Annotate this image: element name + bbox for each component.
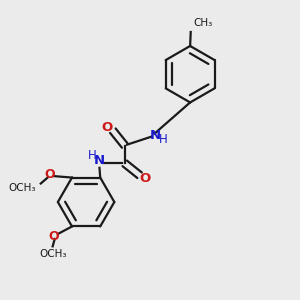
Text: H: H xyxy=(88,149,97,162)
Text: OCH₃: OCH₃ xyxy=(39,249,66,260)
Text: O: O xyxy=(49,230,59,243)
Text: OCH₃: OCH₃ xyxy=(9,183,36,193)
Text: O: O xyxy=(102,121,113,134)
Text: N: N xyxy=(149,129,161,142)
Text: O: O xyxy=(44,168,55,181)
Text: H: H xyxy=(159,133,168,146)
Text: O: O xyxy=(139,172,151,185)
Text: CH₃: CH₃ xyxy=(193,18,212,28)
Text: N: N xyxy=(94,154,105,167)
